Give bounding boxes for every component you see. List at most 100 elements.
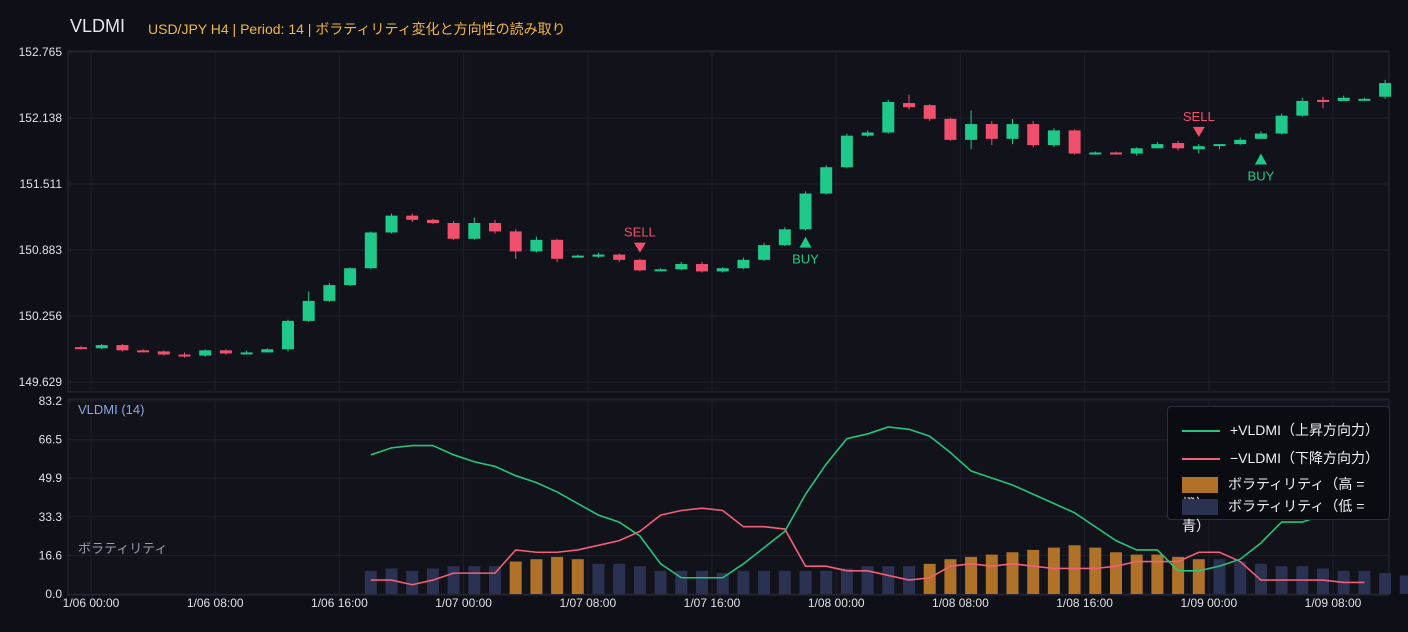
- candle-up: [240, 352, 253, 355]
- candle-down: [447, 222, 460, 239]
- price-tick-label: 150.256: [19, 309, 63, 323]
- volatility-bar-high: [1130, 554, 1143, 594]
- volatility-label: ボラティリティ: [78, 541, 167, 556]
- candle-down: [1068, 130, 1081, 154]
- price-axis: 152.765 152.138 151.511 150.883 150.256 149.6…: [19, 45, 63, 389]
- volatility-bar-high: [923, 563, 936, 594]
- volatility-bar-low: [426, 568, 439, 594]
- legend-label-vol-low: ボラティリティ（低 = 青）: [1182, 498, 1365, 534]
- indicator-tick-label: 83.2: [39, 394, 63, 408]
- sell-label: SELL: [624, 225, 656, 240]
- indicator-tick-label: 33.3: [39, 510, 63, 524]
- candle-down: [1027, 124, 1040, 146]
- candle-down: [116, 345, 129, 351]
- indicator-axis: 83.2 66.5 49.9 33.3 16.6 0.0: [39, 394, 63, 601]
- candle-up: [95, 345, 108, 349]
- volatility-bar-low: [737, 570, 750, 594]
- candle-down: [137, 350, 150, 353]
- volatility-bar-low: [633, 566, 646, 594]
- candle-down: [426, 219, 439, 223]
- candle-down: [1110, 152, 1122, 155]
- candle-down: [944, 118, 957, 140]
- volatility-bar-low: [799, 570, 812, 594]
- candle-up: [1213, 144, 1226, 147]
- candle-up: [468, 222, 481, 239]
- volatility-bar-low: [1234, 561, 1247, 594]
- volatility-bar-high: [1172, 556, 1185, 594]
- plus-vldmi-line: [370, 426, 1324, 579]
- price-tick-label: 152.138: [19, 111, 63, 125]
- candle-up: [592, 254, 605, 257]
- candle-down: [489, 222, 501, 232]
- candle-up: [1296, 100, 1309, 116]
- volatility-bar-low: [406, 570, 419, 594]
- volatility-bar-low: [364, 570, 377, 594]
- indicator-tick-label: 0.0: [45, 587, 62, 601]
- legend-label-plus: +VLDMI（上昇方向力）: [1230, 422, 1379, 438]
- candle-up: [1006, 124, 1019, 139]
- price-tick-label: 149.629: [19, 375, 63, 389]
- candle-up: [1254, 133, 1267, 139]
- candle-down: [633, 259, 646, 271]
- vldmi-lines: [370, 426, 1365, 586]
- volatility-bar-low: [654, 570, 667, 594]
- trade-signals: SELL BUY SELL BUY: [624, 109, 1275, 267]
- candle-up: [861, 132, 874, 136]
- volatility-bar-high: [1110, 552, 1122, 594]
- candle-up: [737, 259, 750, 269]
- legend: +VLDMI（上昇方向力） −VLDMI（下降方向力） ボラティリティ（高 = …: [1167, 406, 1390, 534]
- candle-up: [1234, 139, 1247, 145]
- candle-up: [1379, 83, 1392, 97]
- volatility-bar-low: [613, 563, 626, 594]
- candle-up: [840, 135, 853, 168]
- time-tick-label: 1/06 08:00: [187, 596, 244, 610]
- candle-down: [75, 347, 87, 350]
- chart-header: VLDMI USD/JPY H4 | Period: 14 | ボラティリティ変…: [0, 0, 1408, 52]
- legend-swatch-vol-high: [1182, 477, 1218, 494]
- candle-up: [302, 300, 315, 321]
- volatility-bar-low: [1213, 559, 1226, 594]
- candle-up: [716, 268, 729, 272]
- candle-up: [385, 215, 398, 233]
- candles: [75, 79, 1392, 358]
- time-tick-label: 1/08 08:00: [932, 596, 989, 610]
- candle-up: [364, 232, 377, 269]
- volatility-bar-high: [1027, 549, 1040, 594]
- buy-label: BUY: [1248, 168, 1275, 183]
- price-tick-label: 150.883: [19, 243, 63, 257]
- buy-label: BUY: [792, 252, 819, 267]
- volatility-bar-high: [1151, 554, 1164, 594]
- candle-up: [675, 264, 688, 270]
- candle-down: [509, 231, 522, 252]
- indicator-tick-label: 16.6: [39, 548, 63, 562]
- buy-marker: [799, 236, 812, 248]
- candle-up: [530, 239, 543, 252]
- volatility-bar-high: [530, 559, 543, 594]
- time-tick-label: 1/07 08:00: [559, 596, 616, 610]
- legend-swatch-vol-low: [1182, 499, 1218, 516]
- legend-swatch-minus: [1182, 458, 1220, 461]
- volatility-bar-low: [489, 566, 501, 594]
- volatility-bar-low: [592, 563, 605, 594]
- volatility-bar-low: [696, 570, 708, 594]
- volatility-bar-high: [1047, 547, 1060, 594]
- candle-up: [344, 268, 357, 286]
- price-panel: [67, 50, 1390, 393]
- volatility-bar-high: [1089, 547, 1102, 594]
- legend-label-minus: −VLDMI（下降方向力）: [1230, 450, 1379, 466]
- candle-up: [778, 229, 791, 246]
- price-tick-label: 152.765: [19, 45, 63, 59]
- price-tick-label: 151.511: [20, 177, 63, 191]
- candle-up: [1130, 148, 1143, 154]
- volatility-bar-high: [1068, 545, 1081, 594]
- candle-down: [903, 103, 915, 108]
- buy-marker: [1254, 153, 1267, 165]
- minus-vldmi-line: [370, 507, 1365, 586]
- volatility-bar-low: [1317, 568, 1329, 594]
- volatility-bar-high: [509, 561, 522, 594]
- candle-down: [696, 264, 708, 272]
- candle-up: [882, 101, 895, 133]
- volatility-bar-low: [778, 570, 791, 594]
- time-tick-label: 1/08 16:00: [1056, 596, 1113, 610]
